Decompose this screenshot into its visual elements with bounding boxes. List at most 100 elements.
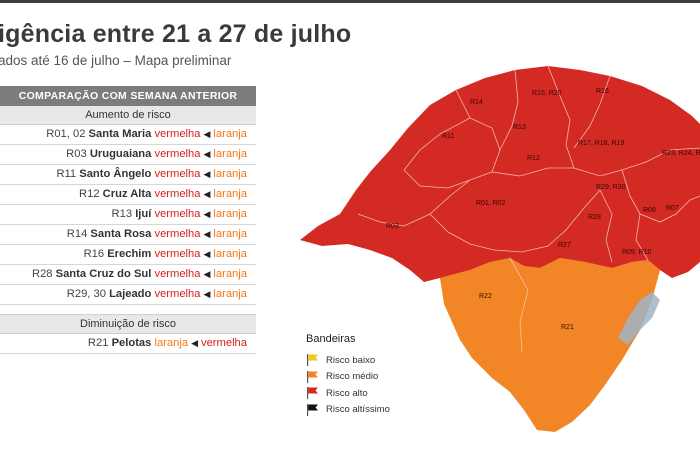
increase-row: R28 Santa Cruz do Sul vermelha ◀ laranja (0, 265, 256, 285)
arrow-left-icon: ◀ (203, 289, 211, 299)
current-flag: vermelha (154, 128, 201, 140)
region-label: R11 (442, 133, 454, 140)
region-label: R09, R10 (622, 249, 652, 256)
region-label: R07 (666, 205, 679, 212)
current-flag: vermelha (154, 248, 201, 260)
legend-label: Risco altíssimo (326, 404, 390, 416)
region-code: R29, 30 (66, 288, 110, 300)
region-label: R14 (470, 99, 483, 106)
region-code: R03 (66, 148, 90, 160)
orange-borders (509, 257, 529, 353)
increase-rows: R01, 02 Santa Maria vermelha ◀ laranja R03 … (0, 125, 256, 305)
arrow-left-icon: ◀ (203, 189, 211, 199)
legend-title: Bandeiras (306, 333, 356, 345)
previous-flag: laranja (213, 268, 247, 280)
region-city: Uruguaiana (89, 148, 155, 160)
lagoon (618, 292, 660, 345)
region-code: R01, 02 (46, 128, 89, 140)
region-label: R08 (643, 207, 656, 214)
decrease-rows: R21 Pelotas laranja ◀ vermelha (0, 334, 256, 354)
increase-row: R13 Ijuí vermelha ◀ laranja (0, 205, 256, 225)
legend-label: Risco baixo (326, 354, 376, 366)
region-label: R28 (588, 214, 601, 221)
arrow-left-icon: ◀ (191, 338, 198, 348)
region-city: Ijuí (135, 208, 155, 220)
region-borders (357, 65, 700, 263)
arrow-left-icon: ◀ (203, 169, 211, 179)
comparison-header: COMPARAÇÃO COM SEMANA ANTERIOR (0, 86, 256, 106)
region-city: Santa Rosa (90, 228, 155, 240)
previous-flag: vermelha (200, 337, 247, 349)
arrow-left-icon: ◀ (203, 249, 211, 259)
current-flag: vermelha (154, 168, 201, 180)
arrow-left-icon: ◀ (203, 229, 211, 239)
region-city: Pelotas (111, 337, 155, 349)
region-label: R01, R02 (476, 200, 506, 207)
region-label: R03 (386, 223, 399, 230)
region-label: R12 (527, 155, 540, 162)
top-bar (0, 0, 700, 3)
decrease-section-header: Diminuição de risco (0, 314, 256, 334)
region-code: R16 (83, 248, 108, 260)
previous-flag: laranja (213, 288, 247, 300)
increase-row: R14 Santa Rosa vermelha ◀ laranja (0, 225, 256, 245)
legend-label: Risco médio (326, 371, 379, 383)
region-label: R27 (558, 242, 571, 249)
current-flag: vermelha (154, 288, 201, 300)
current-flag: vermelha (154, 148, 201, 160)
previous-flag: laranja (213, 168, 247, 180)
legend-item: Risco alto (306, 385, 390, 402)
region-code: R14 (66, 228, 91, 240)
previous-flag: laranja (213, 208, 247, 220)
region-label: R21 (561, 324, 574, 331)
region-label: R17, R18, R19 (578, 140, 624, 147)
previous-flag: laranja (213, 188, 247, 200)
legend: Bandeiras Risco baixo Risco médio Risco al… (306, 333, 390, 418)
decrease-panel: Diminuição de risco R21 Pelotas laranja ◀… (0, 314, 256, 354)
arrow-left-icon: ◀ (203, 269, 211, 279)
previous-flag: laranja (213, 248, 247, 260)
region-label: R15, R20 (532, 90, 562, 97)
region-orange-south (440, 258, 660, 432)
region-code: R11 (56, 168, 80, 180)
region-code: R13 (111, 208, 136, 220)
legend-item: Risco altíssimo (306, 402, 390, 419)
region-label: R29, R30 (596, 184, 626, 191)
region-red-main (300, 66, 700, 282)
region-city: Cruz Alta (102, 188, 155, 200)
region-city: Lajeado (109, 288, 155, 300)
region-label: R16 (596, 88, 609, 95)
legend-item: Risco baixo (306, 352, 390, 369)
flag-icon (307, 403, 318, 416)
current-flag: vermelha (154, 228, 201, 240)
current-flag: vermelha (154, 268, 201, 280)
current-flag: laranja (154, 337, 189, 349)
comparison-panel: COMPARAÇÃO COM SEMANA ANTERIOR Aumento d… (0, 86, 256, 305)
previous-flag: laranja (213, 228, 247, 240)
arrow-left-icon: ◀ (203, 149, 211, 159)
increase-section-header: Aumento de risco (0, 106, 256, 125)
flag-icon (307, 387, 318, 400)
flag-icon (307, 354, 318, 367)
region-city: Santo Ângelo (79, 168, 155, 180)
region-code: R21 (87, 337, 112, 349)
increase-row: R16 Erechim vermelha ◀ laranja (0, 245, 256, 265)
previous-flag: laranja (213, 128, 247, 140)
region-label: R23, R24, R (662, 150, 700, 157)
page-title: igência entre 21 a 27 de julho (0, 20, 352, 48)
legend-item: Risco médio (306, 369, 390, 386)
region-label: R22 (479, 293, 492, 300)
increase-row: R29, 30 Lajeado vermelha ◀ laranja (0, 285, 256, 305)
region-code: R12 (79, 188, 103, 200)
increase-row: R11 Santo Ângelo vermelha ◀ laranja (0, 165, 256, 185)
current-flag: vermelha (154, 188, 201, 200)
increase-row: R01, 02 Santa Maria vermelha ◀ laranja (0, 125, 256, 145)
increase-row: R03 Uruguaiana vermelha ◀ laranja (0, 145, 256, 165)
arrow-left-icon: ◀ (203, 129, 211, 139)
page-subtitle: ados até 16 de julho – Mapa preliminar (0, 53, 232, 68)
increase-row: R12 Cruz Alta vermelha ◀ laranja (0, 185, 256, 205)
legend-label: Risco alto (326, 387, 368, 399)
region-city: Santa Maria (88, 128, 155, 140)
region-label: R13 (513, 124, 526, 131)
